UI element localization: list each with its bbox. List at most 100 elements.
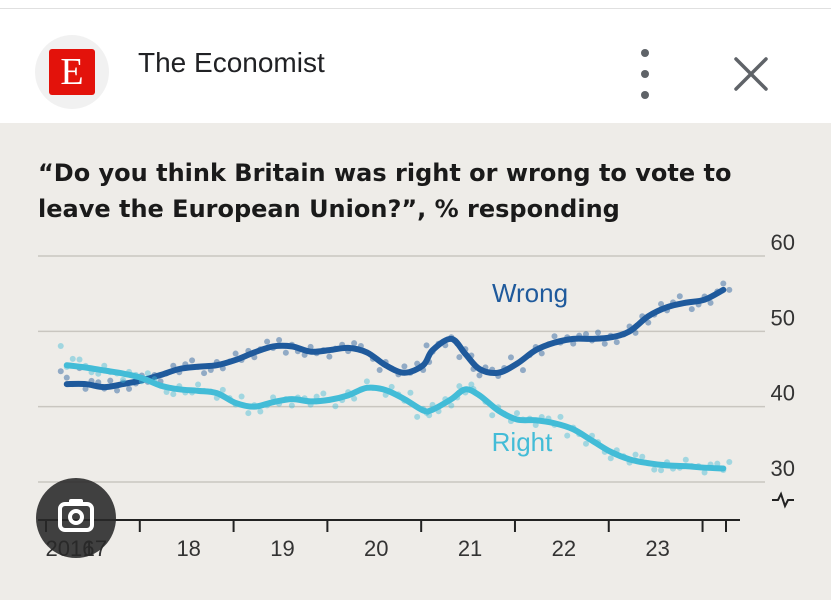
- poll-dot: [720, 280, 727, 287]
- poll-dot: [701, 469, 708, 476]
- series-label: Right: [492, 427, 553, 457]
- poll-dot: [519, 367, 526, 374]
- poll-dot: [189, 357, 196, 364]
- y-tick-label: 50: [771, 305, 795, 330]
- poll-dot: [513, 410, 520, 417]
- poll-dot: [632, 451, 639, 458]
- poll-dot: [607, 455, 614, 462]
- poll-dot: [219, 386, 226, 393]
- poll-dot: [658, 301, 665, 308]
- x-tick-label: 21: [458, 536, 482, 561]
- poll-dot: [307, 343, 314, 350]
- publisher-avatar[interactable]: E: [35, 35, 109, 109]
- menu-dot: [641, 91, 649, 99]
- poll-dot: [351, 340, 358, 347]
- axis-break-mark: [772, 491, 794, 509]
- poll-dot: [583, 440, 589, 447]
- x-tick-label: 23: [645, 536, 669, 561]
- poll-dot: [583, 331, 589, 338]
- poll-dot: [714, 460, 721, 467]
- poll-dot: [456, 383, 463, 390]
- poll-dot: [595, 329, 601, 336]
- poll-dot: [114, 387, 121, 394]
- poll-dot: [363, 378, 370, 385]
- poll-dot: [76, 356, 83, 363]
- chart-title: “Do you think Britain was right or wrong…: [38, 159, 732, 223]
- poll-dot: [388, 383, 395, 390]
- x-tick-label: 19: [270, 536, 294, 561]
- poll-dot: [245, 410, 252, 417]
- poll-dot: [557, 413, 564, 420]
- poll-dot: [257, 408, 264, 415]
- poll-dot: [170, 391, 177, 398]
- close-icon[interactable]: [730, 53, 772, 95]
- economist-logo: E: [49, 49, 95, 95]
- poll-dot: [538, 350, 545, 357]
- poll-dot: [63, 374, 70, 381]
- poll-dot: [570, 340, 577, 347]
- camera-icon: [58, 499, 94, 532]
- poll-dot: [282, 349, 289, 356]
- y-tick-label: 40: [771, 381, 795, 406]
- y-tick-label: 30: [771, 456, 795, 481]
- more-vert-icon[interactable]: [630, 49, 660, 99]
- poll-dot: [551, 333, 558, 340]
- poll-dot: [120, 376, 127, 383]
- poll-dot: [682, 456, 689, 463]
- poll-dot: [651, 466, 658, 473]
- x-tick-label: 18: [176, 536, 200, 561]
- publisher-name: The Economist: [138, 47, 325, 78]
- poll-dot: [126, 385, 133, 392]
- series-line-right: [63, 362, 727, 472]
- poll-dot: [448, 402, 455, 409]
- poll-dot: [707, 299, 714, 306]
- poll-dot: [320, 390, 327, 397]
- poll-dot: [82, 385, 89, 392]
- poll-dot: [726, 286, 733, 293]
- poll-dot: [476, 372, 483, 379]
- source-header: E The Economist: [0, 9, 831, 123]
- poll-dot: [57, 368, 64, 375]
- poll-dot: [238, 393, 245, 400]
- menu-dot: [641, 70, 649, 78]
- poll-dot: [564, 432, 571, 439]
- poll-dot: [423, 342, 430, 349]
- poll-dot: [288, 402, 295, 409]
- poll-dot: [468, 381, 475, 388]
- poll-dot: [532, 422, 539, 429]
- poll-dot: [507, 354, 514, 361]
- poll-dot: [101, 362, 108, 369]
- poll-dot: [195, 381, 202, 388]
- series-label: Wrong: [492, 278, 568, 308]
- poll-dot: [414, 413, 421, 420]
- poll-dot: [276, 337, 283, 343]
- poll-dot: [144, 370, 151, 377]
- poll-dot: [401, 363, 408, 370]
- poll-dot: [232, 350, 239, 357]
- poll-dot: [332, 403, 339, 410]
- poll-dot: [456, 354, 463, 361]
- google-lens-icon[interactable]: [36, 478, 116, 558]
- series-line-wrong: [63, 286, 727, 391]
- poll-dot: [69, 355, 76, 362]
- poll-dot: [726, 459, 733, 466]
- poll-dot: [313, 393, 320, 400]
- poll-dot: [57, 343, 64, 350]
- x-tick-label: 20: [364, 536, 388, 561]
- poll-dot: [613, 339, 620, 346]
- poll-dot: [658, 467, 665, 474]
- menu-dot: [641, 49, 649, 57]
- x-tick-label: 22: [552, 536, 576, 561]
- poll-dot: [407, 389, 414, 396]
- poll-dot: [376, 367, 383, 374]
- poll-dot: [264, 338, 271, 345]
- poll-dot: [107, 377, 114, 384]
- poll-dot: [645, 319, 652, 326]
- poll-dot: [676, 293, 683, 300]
- poll-dot: [688, 306, 695, 313]
- status-bar-edge: [0, 0, 831, 9]
- poll-dot: [326, 353, 333, 360]
- y-tick-label: 60: [771, 230, 795, 255]
- poll-dot: [201, 370, 208, 377]
